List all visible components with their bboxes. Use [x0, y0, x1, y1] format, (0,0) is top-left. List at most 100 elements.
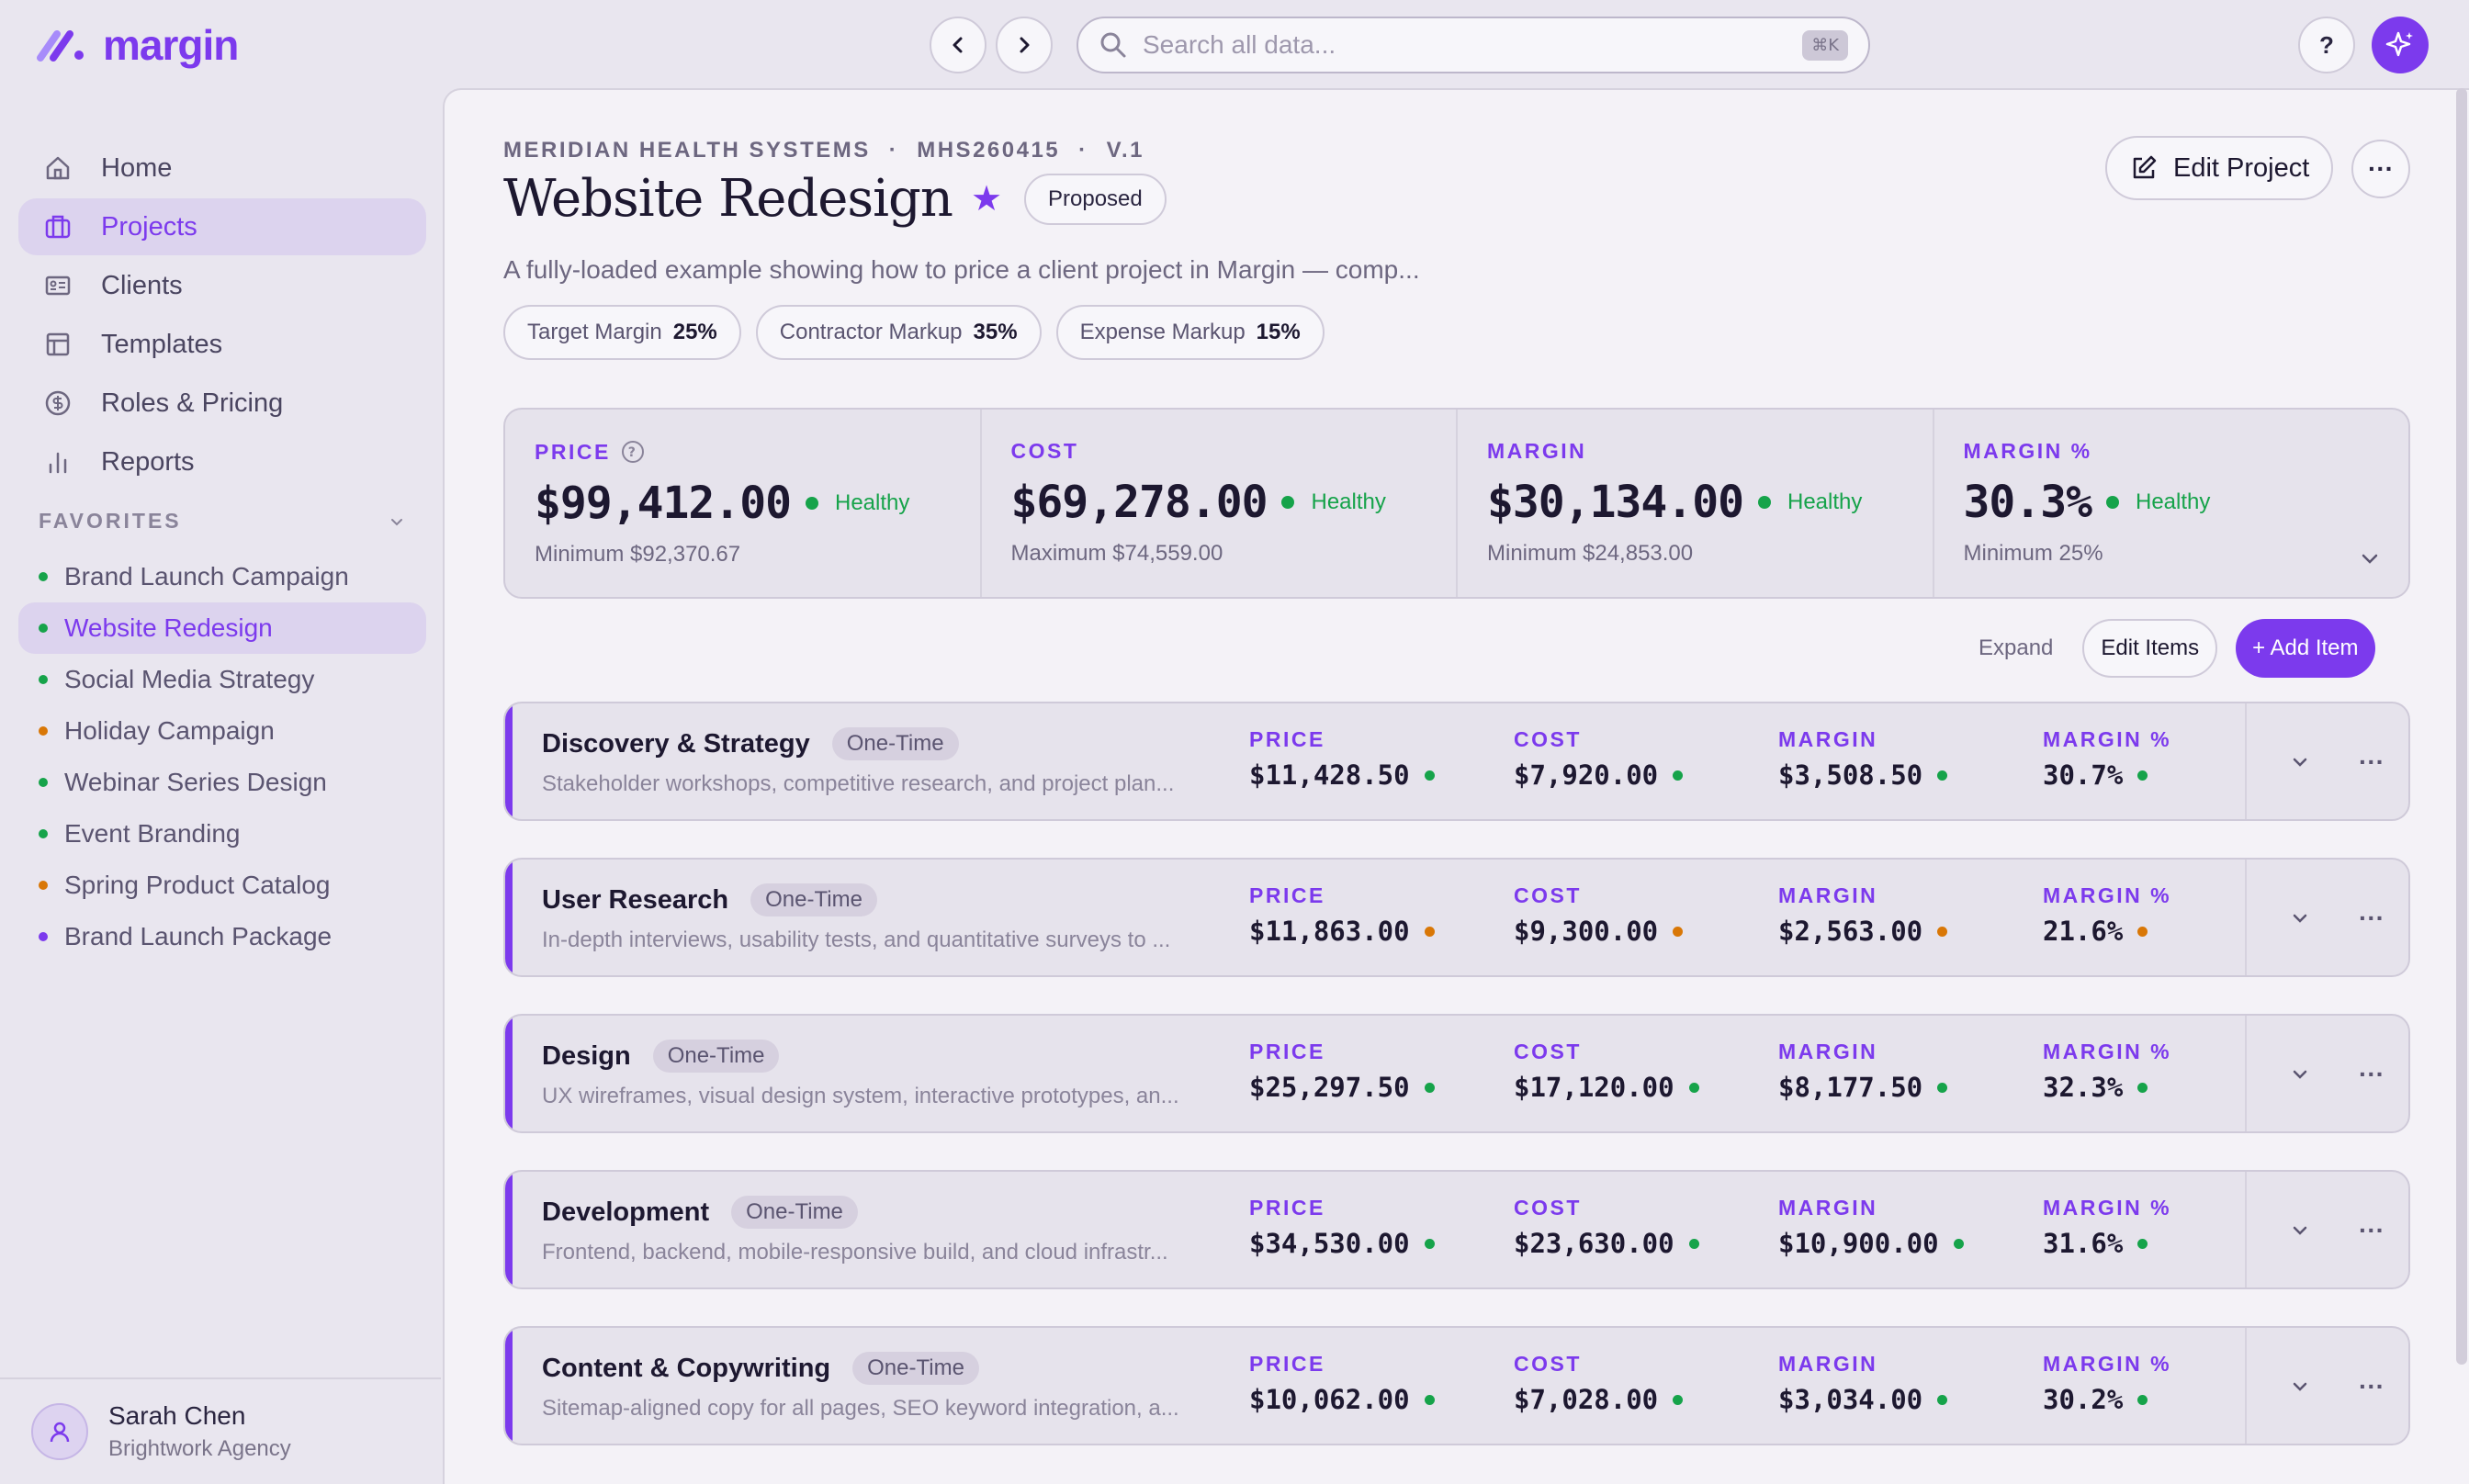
status-dot — [1953, 1238, 1964, 1249]
page-title: Website Redesign — [503, 169, 953, 229]
id-card-icon — [42, 270, 73, 301]
line-item-row[interactable]: Design One-Time UX wireframes, visual des… — [503, 1014, 2410, 1133]
metric-label: MARGIN — [1778, 727, 1878, 751]
favorite-item[interactable]: Social Media Strategy — [18, 654, 426, 705]
search-icon — [1100, 32, 1126, 58]
health-label: Healthy — [1787, 489, 1863, 514]
favorites-heading[interactable]: FAVORITES — [39, 509, 406, 534]
status-dot — [1424, 926, 1435, 937]
item-name: Design — [542, 1040, 631, 1071]
top-bar: margin ⌘K ? — [0, 0, 2469, 88]
sidebar-item-home[interactable]: Home — [18, 140, 426, 197]
expand-row-button[interactable] — [2278, 1209, 2322, 1253]
row-more-button[interactable]: ··· — [2350, 740, 2394, 784]
favorites-heading-label: FAVORITES — [39, 509, 182, 533]
breadcrumb-version[interactable]: V.1 — [1106, 138, 1144, 163]
metric-label: MARGIN — [1778, 1352, 1878, 1376]
title-row: Website Redesign ★ Proposed — [503, 169, 1167, 229]
item-margin-pct: 21.6% — [2043, 916, 2124, 947]
favorite-item[interactable]: Website Redesign — [18, 602, 426, 654]
item-price: $10,062.00 — [1249, 1384, 1410, 1415]
chevron-down-icon[interactable] — [2357, 545, 2383, 571]
search-bar[interactable]: ⌘K — [1077, 17, 1870, 73]
item-description: Stakeholder workshops, competitive resea… — [542, 771, 1175, 796]
metric-label: MARGIN — [1778, 1040, 1878, 1063]
item-margin-pct: 30.2% — [2043, 1384, 2124, 1415]
metric-label: COST — [1514, 1352, 1582, 1376]
forward-button[interactable] — [996, 17, 1053, 73]
help-button[interactable]: ? — [2298, 17, 2355, 73]
item-tag: One-Time — [652, 1040, 780, 1073]
row-accent-bar — [505, 1328, 513, 1444]
favorite-item[interactable]: Brand Launch Package — [18, 911, 426, 962]
expense-markup-chip[interactable]: Expense Markup 15% — [1055, 305, 1325, 360]
summary-sub: Minimum $24,853.00 — [1487, 541, 1694, 566]
edit-project-button[interactable]: Edit Project — [2105, 136, 2334, 200]
sidebar-item-clients[interactable]: Clients — [18, 257, 426, 314]
item-name: User Research — [542, 884, 729, 915]
favorite-label: Website Redesign — [64, 613, 273, 642]
info-icon[interactable]: ? — [620, 439, 646, 465]
expand-row-button[interactable] — [2278, 1052, 2322, 1096]
row-more-button[interactable]: ··· — [2350, 1052, 2394, 1096]
sidebar-item-roles-pricing[interactable]: Roles & Pricing — [18, 375, 426, 432]
more-options-button[interactable]: ··· — [2351, 140, 2410, 198]
edit-items-button[interactable]: Edit Items — [2082, 619, 2218, 678]
favorite-label: Social Media Strategy — [64, 665, 315, 693]
item-margin: $8,177.50 — [1778, 1072, 1923, 1103]
user-name: Sarah Chen — [108, 1401, 246, 1430]
status-dot — [39, 624, 48, 633]
favorite-item[interactable]: Event Branding — [18, 808, 426, 860]
app-logo[interactable]: margin — [37, 20, 239, 70]
search-input[interactable] — [1143, 30, 1803, 60]
main-content: MERIDIAN HEALTH SYSTEMS · MHS260415 · V.… — [443, 88, 2469, 1484]
expand-row-button[interactable] — [2278, 1365, 2322, 1409]
add-item-button[interactable]: + Add Item — [2236, 619, 2375, 678]
sidebar-item-projects[interactable]: Projects — [18, 198, 426, 255]
edit-icon — [2133, 155, 2157, 179]
favorite-item[interactable]: Spring Product Catalog — [18, 860, 426, 911]
item-name: Development — [542, 1197, 710, 1227]
line-item-row[interactable]: Development One-Time Frontend, backend, m… — [503, 1170, 2410, 1289]
status-dot — [1673, 770, 1684, 781]
more-icon: ··· — [2359, 904, 2384, 932]
breadcrumb: MERIDIAN HEALTH SYSTEMS · MHS260415 · V.… — [503, 138, 1144, 163]
line-item-row[interactable]: Content & Copywriting One-Time Sitemap-al… — [503, 1326, 2410, 1445]
expand-row-button[interactable] — [2278, 740, 2322, 784]
scrollbar[interactable] — [2456, 88, 2467, 1365]
search-shortcut: ⌘K — [1802, 29, 1848, 61]
chip-label: Contractor Markup — [779, 320, 963, 344]
contractor-markup-chip[interactable]: Contractor Markup 35% — [755, 305, 1042, 360]
back-button[interactable] — [930, 17, 986, 73]
user-org: Brightwork Agency — [108, 1436, 291, 1461]
line-item-row[interactable]: Discovery & Strategy One-Time Stakeholder… — [503, 702, 2410, 821]
item-margin: $10,900.00 — [1778, 1228, 1939, 1259]
row-accent-bar — [505, 1172, 513, 1287]
line-item-row[interactable]: User Research One-Time In-depth interview… — [503, 858, 2410, 977]
ai-assistant-button[interactable] — [2372, 17, 2429, 73]
status-dot — [1937, 926, 1948, 937]
favorite-item[interactable]: Webinar Series Design — [18, 757, 426, 808]
metric-label: COST — [1514, 727, 1582, 751]
user-profile[interactable]: Sarah Chen Brightwork Agency — [0, 1377, 441, 1484]
expand-row-button[interactable] — [2278, 896, 2322, 940]
metric-label: COST — [1514, 1196, 1582, 1220]
status-badge[interactable]: Proposed — [1024, 173, 1167, 225]
status-dot — [1424, 770, 1435, 781]
row-more-button[interactable]: ··· — [2350, 1209, 2394, 1253]
star-icon[interactable]: ★ — [970, 180, 1003, 219]
sidebar-item-label: Roles & Pricing — [101, 388, 284, 418]
sidebar-item-templates[interactable]: Templates — [18, 316, 426, 373]
favorite-item[interactable]: Holiday Campaign — [18, 705, 426, 757]
sidebar-item-reports[interactable]: Reports — [18, 433, 426, 490]
status-dot — [1688, 1082, 1699, 1093]
item-margin: $3,508.50 — [1778, 759, 1923, 791]
row-more-button[interactable]: ··· — [2350, 1365, 2394, 1409]
avatar — [31, 1403, 88, 1460]
target-margin-chip[interactable]: Target Margin 25% — [503, 305, 741, 360]
expand-button[interactable]: Expand — [1979, 635, 2054, 660]
favorite-item[interactable]: Brand Launch Campaign — [18, 551, 426, 602]
breadcrumb-client[interactable]: MERIDIAN HEALTH SYSTEMS — [503, 138, 871, 163]
row-more-button[interactable]: ··· — [2350, 896, 2394, 940]
item-cost: $7,028.00 — [1514, 1384, 1659, 1415]
